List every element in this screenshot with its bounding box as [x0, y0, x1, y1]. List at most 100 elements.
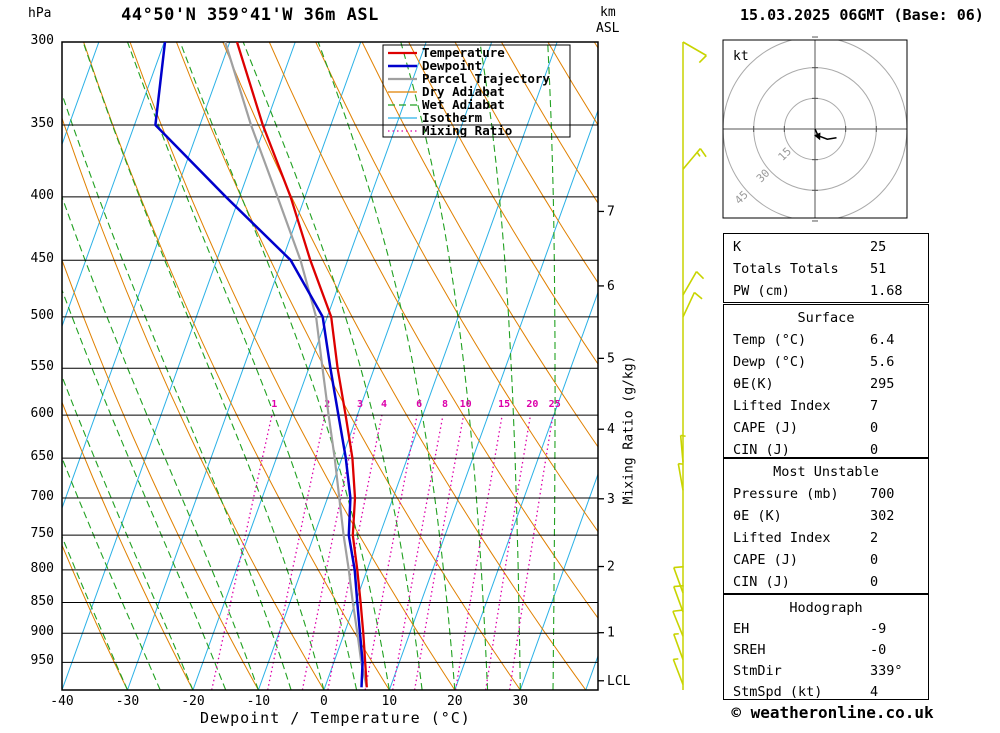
table-row: CAPE (J) 0 — [724, 549, 928, 571]
dewpoint-curve — [154, 42, 364, 688]
legend-item-label: Parcel Trajectory — [422, 71, 550, 86]
temp-tick-label: 0 — [319, 694, 328, 709]
temp-tick-label: 10 — [381, 694, 398, 709]
dry-adiabat-line — [454, 42, 598, 284]
run-datetime: 15.03.2025 06GMT (Base: 06) — [740, 6, 984, 24]
table-row-value: 295 — [870, 376, 895, 392]
table-row-label: Pressure (mb) — [733, 486, 839, 502]
dry-adiabat-line — [408, 42, 598, 365]
wet-adiabat-line — [547, 42, 556, 690]
table-row: CAPE (J) 0 — [724, 417, 928, 439]
wet-adiabat-line — [62, 374, 194, 690]
wind-barb-shaft — [677, 463, 684, 491]
table-section-title: Most Unstable — [773, 464, 879, 480]
dry-adiabat-line — [315, 42, 598, 533]
mixing-ratio-labels-group: 1 2 3 4 6 8 10 15 20 25 — [271, 399, 560, 410]
table-row-value: 0 — [870, 552, 879, 568]
table-row-label: Lifted Index — [733, 530, 831, 546]
table-row-label: PW (cm) — [733, 283, 790, 299]
most-unstable-table: Most Unstable Pressure (mb) 700 θE (K) 302 Li… — [723, 458, 929, 594]
legend-item-label: Dewpoint — [422, 58, 482, 73]
table-row: θE (K) 302 — [724, 505, 928, 527]
isotherm-line — [62, 42, 165, 328]
wind-barb-shaft — [673, 633, 684, 660]
table-row-label: θE(K) — [733, 376, 774, 392]
table-row: Lifted Index 2 — [724, 527, 928, 549]
table-row-value: 6.4 — [870, 332, 895, 348]
wind-barb-feather — [673, 584, 684, 588]
table-row-label: K — [733, 239, 742, 255]
altitude-axis-unit-asl: ASL — [596, 21, 620, 36]
legend-item-label: Dry Adiabat — [422, 84, 505, 99]
wet-adiabat-line — [62, 195, 259, 690]
pressure-tick-label: 700 — [30, 489, 54, 505]
wind-barb-half-feather — [680, 434, 686, 438]
pressure-tick-label: 350 — [30, 115, 54, 131]
wind-barb-shaft — [673, 567, 684, 594]
table-row-value: 0 — [870, 420, 879, 436]
pressure-gridlines-group — [61, 41, 599, 691]
legend-item-label: Isotherm — [422, 110, 483, 125]
temperature-curve — [235, 42, 368, 688]
wet-adiabat-line — [62, 535, 129, 690]
hodograph-trace — [814, 128, 837, 140]
table-row-value: 339° — [870, 663, 903, 679]
temp-tick-label: 20 — [446, 694, 463, 709]
table-row: K 25 — [724, 236, 928, 258]
indices-table: K 25 Totals Totals 51 PW (cm) 1.68 — [723, 233, 929, 303]
mixing-ratio-line — [413, 414, 465, 690]
isotherm-line — [192, 42, 427, 690]
table-row-value: 2 — [870, 530, 879, 546]
km-tick-label: 4 — [607, 422, 615, 437]
table-row-value: -0 — [870, 642, 887, 658]
plot-border — [61, 41, 599, 691]
hodograph-border — [722, 39, 908, 219]
hodograph-ring-label: 30 — [754, 167, 773, 186]
table-row-value: 0 — [870, 574, 879, 590]
dry-adiabat-line — [361, 42, 598, 448]
wind-barb-half-feather — [673, 658, 679, 661]
table-row-value: 700 — [870, 486, 895, 502]
km-tick-label: 2 — [607, 560, 615, 575]
wind-barb-feather — [672, 609, 683, 613]
table-row-label: Dewp (°C) — [733, 354, 807, 370]
pressure-tick-label: 800 — [30, 560, 54, 576]
table-row-label: Totals Totals — [733, 261, 839, 277]
table-row-label: EH — [733, 621, 750, 637]
table-row-label: CAPE (J) — [733, 552, 799, 568]
km-tick-label: 3 — [607, 492, 615, 507]
pressure-tick-label: 500 — [30, 307, 54, 323]
table-row: Dewp (°C) 5.6 — [724, 351, 928, 373]
wind-barb-shaft — [673, 586, 684, 613]
isotherm-line — [257, 42, 493, 690]
wind-barb-feather — [699, 148, 707, 158]
mixing-ratio-axis-label: Mixing Ratio (g/kg) — [621, 355, 637, 505]
table-row: StmSpd (kt) 4 — [724, 682, 928, 700]
parcel-trajectory-curve — [224, 42, 368, 688]
wind-barb-shaft — [672, 659, 684, 685]
hodograph-table: Hodograph EH -9 SREH -0 StmDir 339° StmSpd (kt)… — [723, 594, 929, 700]
mixing-ratio-label: 4 — [381, 399, 387, 410]
mixing-ratio-line — [267, 414, 326, 690]
wind-barb-shaft — [679, 435, 684, 463]
mixing-ratio-label: 3 — [357, 399, 363, 410]
table-row-label: SREH — [733, 642, 766, 658]
wind-barb-feather — [698, 54, 707, 64]
table-row-value: 1.68 — [870, 283, 903, 299]
table-row-value: 0 — [870, 442, 879, 458]
legend-item-label: Wet Adiabat — [422, 97, 505, 112]
mixing-ratio-label: 8 — [442, 399, 448, 410]
profiles-group — [154, 42, 368, 688]
isotherm-line — [126, 42, 362, 690]
table-row-value: 4 — [870, 684, 879, 700]
legend-box — [382, 44, 571, 138]
wind-barb-shaft — [672, 610, 684, 637]
dry-adiabat-line — [62, 544, 128, 690]
temp-tick-label: -10 — [246, 694, 271, 709]
table-row-label: θE (K) — [733, 508, 782, 524]
temp-tick-label: -40 — [50, 694, 74, 709]
table-row-label: StmSpd (kt) — [733, 684, 823, 700]
pressure-tick-label: 450 — [30, 251, 54, 267]
